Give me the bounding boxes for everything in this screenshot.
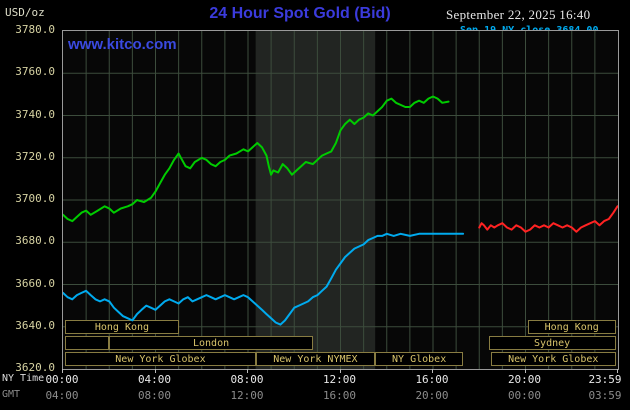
x-axis-tick-mark bbox=[62, 369, 63, 373]
x-axis-label-ny: 00:00 bbox=[45, 373, 79, 386]
y-axis-label: 3760.0 bbox=[15, 65, 55, 79]
x-axis-tick-mark bbox=[339, 369, 341, 373]
y-axis-label: 3720.0 bbox=[15, 149, 55, 163]
x-axis-label-ny: 23:59 bbox=[588, 373, 622, 386]
x-axis-label-gmt: 16:00 bbox=[322, 389, 357, 402]
x-axis-tick-mark bbox=[432, 369, 433, 373]
x-axis-label-gmt: 08:00 bbox=[137, 389, 172, 402]
price-lines bbox=[63, 95, 618, 326]
gmt-row-label: GMT bbox=[2, 389, 21, 400]
x-axis-label-gmt: 04:00 bbox=[45, 389, 79, 402]
x-axis-label-gmt: 20:00 bbox=[415, 389, 449, 402]
session-box-hong-kong: Hong Kong bbox=[527, 320, 616, 334]
series-line-sep-22 bbox=[63, 95, 450, 223]
x-axis-label-ny: 04:00 bbox=[137, 373, 172, 386]
x-axis-label-gmt: 12:00 bbox=[230, 389, 264, 402]
session-box-unlabeled bbox=[65, 336, 110, 350]
y-axis-label: 3620.0 bbox=[15, 361, 55, 374]
session-bars: Hong Kong Hong Kong London Sydney New York G… bbox=[63, 31, 618, 369]
session-box-new-york-nymex: New York NYMEX bbox=[255, 352, 376, 366]
session-box-new-york-globex: New York Globex bbox=[65, 352, 256, 366]
y-axis-label: 3740.0 bbox=[15, 107, 55, 121]
x-axis-tick-mark bbox=[154, 369, 156, 373]
session-box-sydney: Sydney bbox=[488, 336, 616, 350]
x-axis-label-gmt: 00:00 bbox=[507, 389, 542, 402]
session-box-new-york-globex: New York Globex bbox=[490, 352, 616, 366]
units-label: USD/oz bbox=[5, 6, 45, 19]
y-axis-label: 3680.0 bbox=[15, 234, 55, 248]
datetime-label: September 22, 2025 16:40 bbox=[446, 7, 591, 22]
kitco-watermark-link[interactable]: www.kitco.com bbox=[68, 36, 177, 53]
x-axis-label-ny: 20:00 bbox=[507, 373, 542, 386]
x-axis-label-ny: 08:00 bbox=[230, 373, 264, 386]
series-line-sep-21-sunday bbox=[478, 205, 618, 233]
x-axis-tick-mark bbox=[247, 369, 248, 373]
chart-title: 24 Hour Spot Gold (Bid) bbox=[209, 5, 391, 22]
session-box-ny-globex: NY Globex bbox=[375, 352, 464, 366]
x-axis-label-ny: 12:00 bbox=[322, 373, 357, 386]
plot-area: Hong Kong Hong Kong London Sydney New York G… bbox=[62, 30, 619, 370]
y-axis-label: 3700.0 bbox=[15, 192, 55, 205]
x-axis-label-ny: 16:00 bbox=[415, 373, 449, 386]
session-box-london: London bbox=[109, 336, 313, 350]
x-axis-tick-mark bbox=[616, 369, 618, 373]
x-axis-label-gmt: 03:59 bbox=[588, 389, 622, 402]
ny-time-row-label: NY Time bbox=[2, 373, 45, 384]
session-box-hong-kong: Hong Kong bbox=[65, 320, 179, 334]
series-line-sep-19-ny-close bbox=[63, 232, 465, 326]
y-axis-label: 3660.0 bbox=[15, 276, 55, 290]
y-axis-label: 3640.0 bbox=[15, 318, 55, 332]
x-axis-tick-mark bbox=[524, 369, 526, 373]
y-axis-label: 3780.0 bbox=[15, 23, 55, 36]
